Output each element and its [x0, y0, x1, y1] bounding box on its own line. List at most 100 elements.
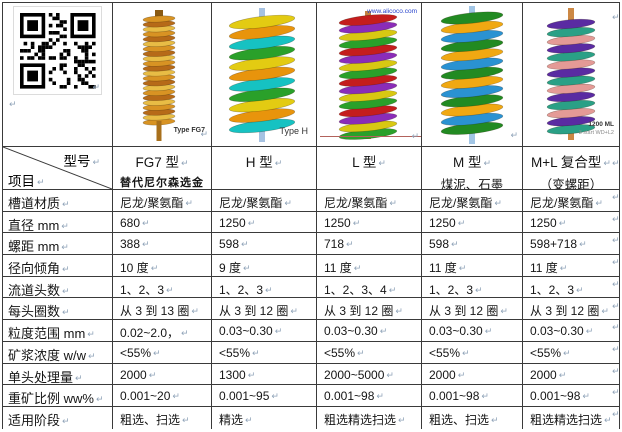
spiral-l-drawing — [338, 11, 398, 140]
table-cell: 388 ↵ — [113, 233, 212, 256]
spiral-image-h: Type H — [212, 3, 317, 147]
table-cell: 598+718 ↵ — [523, 233, 619, 256]
table-cell: 从 3 到 12 圈 ↵ — [422, 298, 523, 321]
spiral-image-m: ↵ — [422, 3, 523, 147]
table-cell: 粗选、扫选 ↵ — [113, 406, 212, 429]
spiral-h-drawing — [228, 8, 296, 142]
table-cell: 0.03~0.30 ↵ — [523, 320, 619, 342]
table-cell: 1、2、3 ↵ — [113, 276, 212, 299]
table-cell: 1300 ↵ — [212, 363, 317, 386]
header-model-label: 型号 ↵ — [63, 154, 100, 169]
table-cell: 11 度 ↵ — [523, 255, 619, 277]
table-cell: <55% ↵ — [523, 341, 619, 364]
table-cell: 2000~5000 ↵ — [317, 363, 422, 386]
table-cell: 0.03~0.30 ↵ — [422, 320, 523, 342]
spiral-ml-drawing — [546, 8, 596, 140]
table-cell: 1、2、3、4 ↵ — [317, 276, 422, 299]
row-end-mark: ↵ — [612, 192, 620, 202]
column-header-l: L 型 ↵ — [317, 147, 422, 190]
row-end-mark: ↵ — [612, 278, 620, 289]
paragraph-mark: ↵ — [9, 99, 17, 109]
table-cell: 尼龙/聚氨酯 ↵ — [523, 190, 619, 212]
column-header-fg7: FG7 型 ↵ 替代尼尔森选金 — [113, 147, 212, 190]
table-cell: 0.001~98 ↵ — [317, 385, 422, 407]
column-header-m: M 型 ↵ 煤泥、石墨 — [422, 147, 523, 190]
horizontal-rule — [320, 136, 421, 137]
table-cell: 680 ↵ — [113, 211, 212, 234]
column-subheader: 替代尼尔森选金 — [120, 177, 204, 189]
table-cell: 598 ↵ — [422, 233, 523, 256]
table-cell: 11 度 ↵ — [317, 255, 422, 277]
row-end-mark: ↵ — [612, 213, 620, 224]
row-end-mark: ↵ — [612, 387, 620, 398]
column-subheader: 煤泥、石墨 — [440, 178, 504, 190]
image-caption: 3 start WD+L2 — [578, 130, 614, 136]
table-cell: 粗选精选扫选 ↵ — [317, 406, 422, 429]
table-cell: <55% ↵ — [212, 341, 317, 364]
column-header-ml: M+L 复合型 ↵ （变螺距） — [523, 147, 619, 190]
row-end-mark: ↵ — [612, 300, 620, 311]
table-cell: 2000 ↵ — [422, 363, 523, 386]
table-cell: 1250 ↵ — [212, 211, 317, 234]
table-cell: 粗选精选扫选 ↵ — [523, 406, 619, 429]
row-end-mark: ↵ — [612, 365, 620, 376]
spiral-image-fg7: Type FG7 ↵ — [113, 3, 212, 147]
table-cell: 0.001~98 ↵ — [422, 385, 523, 407]
row-label: 矿浆浓度 w/w ↵ — [3, 341, 113, 364]
diagonal-header-cell: 型号 ↵ 项目 ↵ — [3, 147, 113, 190]
row-end-mark: ↵ — [612, 343, 620, 354]
table-cell: 1250 ↵ — [317, 211, 422, 234]
table-cell: 9 度 ↵ — [212, 255, 317, 277]
table-cell: 从 3 到 12 圈 ↵ — [212, 298, 317, 321]
table-cell: 598 ↵ — [212, 233, 317, 256]
table-cell: 从 3 到 13 圈 ↵ — [113, 298, 212, 321]
row-end-mark: ↵ — [612, 257, 620, 268]
paragraph-mark: ↵ — [411, 131, 419, 141]
spiral-image-ml: 1200 ML 3 start WD+L2 — [523, 3, 619, 147]
row-label: 单头处理量 ↵ — [3, 363, 113, 386]
table-cell: 0.001~98 ↵ — [523, 385, 619, 407]
spiral-fg7-drawing — [142, 10, 176, 141]
table-cell: 1250 ↵ — [422, 211, 523, 234]
table-cell: <55% ↵ — [422, 341, 523, 364]
table-cell: 从 3 到 12 圈 ↵ — [317, 298, 422, 321]
row-end-mark: ↵ — [612, 12, 620, 22]
watermark-text: www.alicoco.com — [367, 8, 417, 15]
spiral-image-l: www.alicoco.com ↵ — [317, 3, 422, 147]
image-caption: Type H — [279, 126, 308, 136]
row-label: 流道头数 ↵ — [3, 276, 113, 299]
row-label: 适用阶段 ↵ — [3, 406, 113, 429]
table-cell: 0.02~2.0， ↵ — [113, 320, 212, 342]
image-caption: 1200 ML — [588, 121, 614, 128]
table-cell: <55% ↵ — [317, 341, 422, 364]
table-cell: 尼龙/聚氨酯 ↵ — [317, 190, 422, 212]
table-cell: 尼龙/聚氨酯 ↵ — [422, 190, 523, 212]
table-cell: 2000 ↵ — [523, 363, 619, 386]
row-end-mark: ↵ — [612, 235, 620, 246]
paragraph-mark: ↵ — [200, 129, 208, 139]
table-cell: 粗选、扫选 ↵ — [422, 406, 523, 429]
header-item-label: 项目 ↵ — [8, 174, 45, 189]
table-cell: 0.001~95 ↵ — [212, 385, 317, 407]
row-label: 径向倾角 ↵ — [3, 255, 113, 277]
table-cell: 718 ↵ — [317, 233, 422, 256]
spiral-m-drawing — [440, 6, 504, 144]
row-end-mark: ↵ — [612, 409, 620, 419]
table-cell: 1、2、3 ↵ — [212, 276, 317, 299]
paragraph-mark: ↵ — [92, 82, 100, 92]
qr-code-image — [20, 13, 96, 89]
table-cell: 0.001~20 ↵ — [113, 385, 212, 407]
diagonal-line — [3, 147, 112, 189]
table-cell: 1250 ↵ — [523, 211, 619, 234]
row-label: 螺距 mm ↵ — [3, 233, 113, 256]
row-label: 槽道材质 ↵ — [3, 190, 113, 212]
row-end-mark: ↵ — [612, 158, 620, 168]
image-caption: Type FG7 — [173, 127, 205, 134]
table-cell: 1、2、3 ↵ — [422, 276, 523, 299]
table-cell: 0.03~0.30 ↵ — [317, 320, 422, 342]
row-label: 每头圈数 ↵ — [3, 298, 113, 321]
paragraph-mark: ↵ — [510, 130, 518, 140]
qr-code: ↵ — [13, 6, 102, 95]
